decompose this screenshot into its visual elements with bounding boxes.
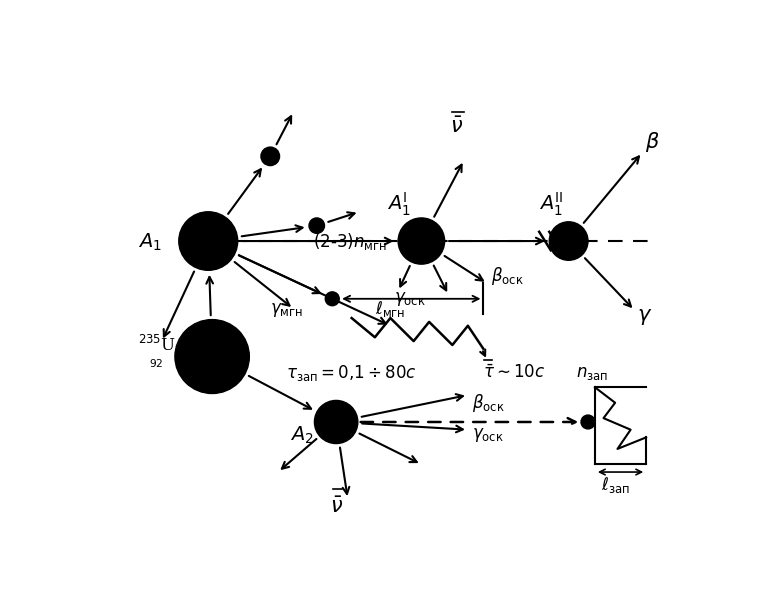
Text: $A_1^{\mathrm{I}}$: $A_1^{\mathrm{I}}$: [387, 190, 410, 218]
Circle shape: [309, 218, 324, 233]
Text: $_{92}$: $_{92}$: [149, 356, 163, 370]
Text: $\tau_{\mathregular{зап}}=0{,}1\div 80c$: $\tau_{\mathregular{зап}}=0{,}1\div 80c$: [286, 364, 416, 383]
Circle shape: [398, 218, 445, 264]
Text: $\bar{\nu}$: $\bar{\nu}$: [330, 497, 343, 517]
Text: $\ell_{\mathregular{зап}}$: $\ell_{\mathregular{зап}}$: [601, 475, 630, 495]
Text: $\gamma_{\mathregular{мгн}}$: $\gamma_{\mathregular{мгн}}$: [270, 301, 304, 319]
Text: $\beta$: $\beta$: [644, 131, 660, 155]
Text: $\bar{\nu}$: $\bar{\nu}$: [449, 117, 463, 137]
Text: $A_2$: $A_2$: [290, 424, 313, 446]
Text: $A_1$: $A_1$: [139, 232, 163, 253]
Text: $\gamma_{\mathregular{оск}}$: $\gamma_{\mathregular{оск}}$: [472, 426, 504, 444]
Circle shape: [581, 415, 595, 429]
Text: $\bar{\tau}\sim 10c$: $\bar{\tau}\sim 10c$: [483, 365, 546, 383]
Text: $\beta_{\mathregular{оск}}$: $\beta_{\mathregular{оск}}$: [472, 392, 505, 414]
Text: $\ell_{\mathregular{мгн}}$: $\ell_{\mathregular{мгн}}$: [375, 299, 406, 319]
Circle shape: [261, 147, 279, 165]
Circle shape: [549, 222, 588, 260]
Circle shape: [175, 319, 249, 393]
Text: $n_{\mathregular{зап}}$: $n_{\mathregular{зап}}$: [576, 365, 609, 383]
Text: $^{235}$U: $^{235}$U: [139, 335, 176, 355]
Text: $A_1^{\mathrm{II}}$: $A_1^{\mathrm{II}}$: [539, 190, 564, 218]
Text: $\gamma_{\mathregular{оск}}$: $\gamma_{\mathregular{оск}}$: [394, 290, 426, 308]
Text: $\gamma$: $\gamma$: [637, 306, 652, 327]
Circle shape: [314, 401, 358, 444]
Text: $\beta_{\mathregular{оск}}$: $\beta_{\mathregular{оск}}$: [491, 264, 524, 287]
Text: $(2$-$3)n_{\mathregular{мгн}}$: $(2$-$3)n_{\mathregular{мгн}}$: [313, 230, 387, 251]
Circle shape: [179, 212, 238, 270]
Circle shape: [325, 292, 339, 306]
